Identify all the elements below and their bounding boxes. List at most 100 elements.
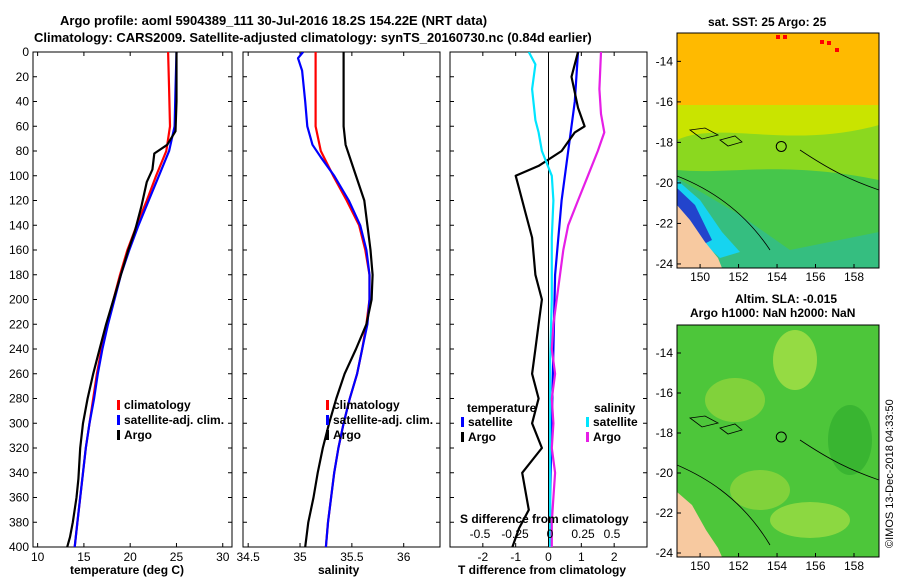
y-tick-label: 300 — [9, 416, 29, 430]
legend-swatch — [586, 432, 589, 442]
sla-map-title-line2: Argo h1000: NaN h2000: NaN — [690, 306, 855, 320]
legend-swatch — [117, 430, 120, 440]
x-tick-label: 35 — [293, 550, 307, 564]
sla-argo-marker — [775, 431, 787, 443]
sst-map-ticks: 150 152 154 156 158 -14 -16 -18 -20 -22 -24 — [656, 54, 865, 284]
secondary-tick-label: 0.25 — [571, 527, 595, 541]
y-tick-label: 80 — [16, 144, 30, 158]
map-x-tick-label: 158 — [844, 270, 864, 284]
series-line-argo — [304, 52, 374, 547]
map-y-tick-label: -18 — [656, 135, 674, 149]
sst-field-warm — [677, 33, 879, 109]
difference-secondary-label: S difference from climatology — [460, 512, 629, 526]
x-tick-label: 25 — [170, 550, 184, 564]
sla-map-panel: Altim. SLA: -0.015 Argo h1000: NaN h2000… — [656, 292, 880, 573]
sst-hotspot-1 — [776, 35, 780, 39]
temperature-ticks: 0 20 40 60 80 100 120 140 160 180 200 220 240 260 280 3… — [9, 45, 232, 564]
x-tick-label: 2 — [611, 550, 618, 564]
map-x-tick-label: 154 — [767, 270, 787, 284]
map-y-tick-label: -14 — [656, 54, 674, 68]
sst-land — [677, 205, 722, 268]
map-y-tick-label: -22 — [656, 216, 674, 230]
series-line-s-argo — [550, 52, 606, 547]
difference-xlabel: T difference from climatology — [458, 563, 626, 577]
salinity-ticks: 34.5 35 35.5 36 — [237, 51, 440, 564]
x-tick-label: 34.5 — [237, 550, 261, 564]
sla-map-frame — [676, 324, 880, 558]
y-tick-label: 100 — [9, 169, 29, 183]
legend-label: climatology — [333, 398, 400, 412]
map-y-tick-label: -24 — [656, 257, 674, 271]
series-line-s-satellite — [527, 52, 555, 547]
title-line1: Argo profile: aoml 5904389_111 30-Jul-20… — [60, 13, 487, 28]
map-x-tick-label: 156 — [805, 559, 825, 573]
y-tick-label: 280 — [9, 392, 29, 406]
legend-swatch — [326, 415, 329, 425]
x-tick-label: 20 — [124, 550, 138, 564]
map-x-tick-label: 152 — [729, 559, 749, 573]
legend-swatch — [326, 400, 329, 410]
y-tick-label: 240 — [9, 342, 29, 356]
sst-field-cyan — [677, 180, 740, 258]
legend-label: Argo — [333, 428, 361, 442]
secondary-tick-label: -0.5 — [470, 527, 491, 541]
y-tick-label: 220 — [9, 317, 29, 331]
sst-hotspot-4 — [827, 41, 831, 45]
map-y-tick-label: -24 — [656, 546, 674, 560]
legend-label: satellite-adj. clim. — [333, 413, 433, 427]
sst-map-panel: sat. SST: 25 Argo: 25 150 152 154 156 158 -14… — [656, 15, 880, 284]
sla-map-title-line1: Altim. SLA: -0.015 — [735, 292, 837, 306]
map-x-tick-label: 152 — [729, 270, 749, 284]
temperature-axes-frame — [32, 51, 233, 548]
sla-map-ticks: 150 152 154 156 158 -14 -16 -18 -20 -22 -24 — [656, 346, 865, 573]
series-line-t-argo — [511, 52, 586, 547]
map-x-tick-label: 150 — [690, 559, 710, 573]
map-y-tick-label: -18 — [656, 426, 674, 440]
difference-lines — [511, 52, 606, 547]
y-tick-label: 200 — [9, 293, 29, 307]
salinity-lines — [296, 52, 374, 547]
x-tick-label: 15 — [77, 550, 91, 564]
y-tick-label: 340 — [9, 466, 29, 480]
sla-anomaly-2 — [705, 378, 765, 422]
sst-hotspot-3 — [820, 40, 824, 44]
x-tick-label: 1 — [578, 550, 585, 564]
legend-swatch — [586, 417, 589, 427]
salinity-xlabel: salinity — [318, 563, 360, 577]
secondary-tick-label: 0.5 — [604, 527, 621, 541]
legend-swatch — [461, 417, 464, 427]
map-y-tick-label: -22 — [656, 506, 674, 520]
legend-label: satellite-adj. clim. — [124, 413, 224, 427]
temperature-xlabel: temperature (deg C) — [70, 563, 184, 577]
x-tick-label: 10 — [31, 550, 45, 564]
x-tick-label: 35.5 — [340, 550, 364, 564]
y-tick-label: 180 — [9, 268, 29, 282]
difference-legend: temperature salinitysatelliteArgosatellit… — [461, 401, 638, 444]
legend-label: Argo — [468, 430, 496, 444]
map-y-tick-label: -16 — [656, 95, 674, 109]
map-x-tick-label: 150 — [690, 270, 710, 284]
legend-label: satellite — [593, 415, 638, 429]
sla-coastline — [677, 415, 879, 546]
sst-argo-marker — [775, 140, 787, 152]
difference-panel: -2 -1 0 1 2 temperature salinitysatelliteArgo… — [449, 51, 648, 577]
legend-label: satellite — [468, 415, 513, 429]
sst-field-blue — [677, 188, 712, 246]
series-line-argo — [66, 52, 178, 547]
legend-label: Argo — [593, 430, 621, 444]
map-x-tick-label: 156 — [805, 270, 825, 284]
y-tick-label: 120 — [9, 194, 29, 208]
sla-anomaly-3 — [828, 405, 872, 475]
y-tick-label: 380 — [9, 515, 29, 529]
map-y-tick-label: -14 — [656, 346, 674, 360]
title-line2: Climatology: CARS2009. Satellite-adjuste… — [34, 30, 592, 45]
x-tick-label: 30 — [216, 550, 230, 564]
y-tick-label: 320 — [9, 441, 29, 455]
sst-hotspot-2 — [783, 35, 787, 39]
map-y-tick-label: -20 — [656, 176, 674, 190]
difference-ticks: -2 -1 0 1 2 — [450, 51, 647, 564]
sla-land — [677, 492, 722, 557]
map-x-tick-label: 158 — [844, 559, 864, 573]
y-tick-label: 400 — [9, 540, 29, 554]
